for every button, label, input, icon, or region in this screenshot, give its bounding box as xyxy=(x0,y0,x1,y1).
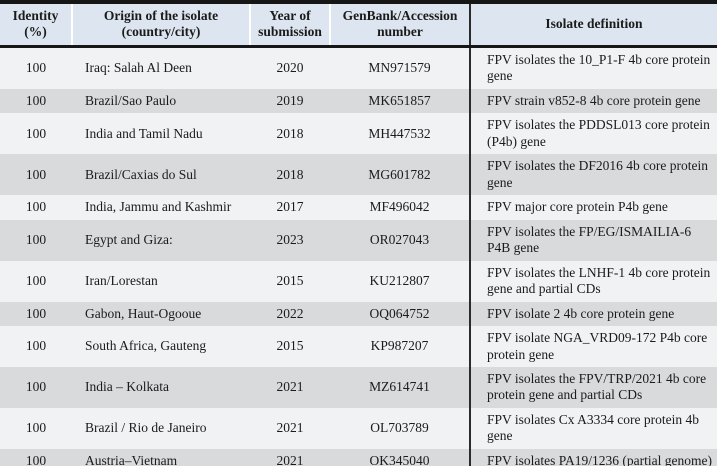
cell-definition: FPV isolates Cx A3334 core protein 4b ge… xyxy=(469,407,717,449)
cell-definition: FPV strain v852-8 4b core protein gene xyxy=(469,88,717,114)
col-header-origin-line1: Origin of the isolate xyxy=(103,8,219,23)
table-row: 100 Gabon, Haut-Ogooue 2022 OQ064752 FPV… xyxy=(0,301,717,327)
col-header-year-line1: Year of xyxy=(269,8,311,23)
table-row: 100 India and Tamil Nadu 2018 MH447532 F… xyxy=(0,113,717,155)
col-header-year-line2: submission xyxy=(258,24,322,40)
cell-accession: OL703789 xyxy=(370,420,429,436)
cell-origin: India, Jammu and Kashmir xyxy=(85,199,232,215)
cell-origin: India and Tamil Nadu xyxy=(85,125,203,141)
cell-identity: 100 xyxy=(25,272,47,288)
cell-year: 2019 xyxy=(276,92,304,108)
cell-accession: OR027043 xyxy=(369,231,430,247)
col-header-year: Year of submission xyxy=(249,2,330,48)
col-header-origin-line2: (country/city) xyxy=(121,24,201,40)
col-header-origin: Origin of the isolate (country/city) xyxy=(71,2,250,48)
table-row: 100 Brazil / Rio de Janeiro 2021 OL70378… xyxy=(0,407,717,449)
cell-accession: KP987207 xyxy=(370,338,429,354)
cell-identity: 100 xyxy=(25,125,47,141)
cell-year: 2021 xyxy=(276,420,304,436)
cell-origin: Iraq: Salah Al Deen xyxy=(85,60,192,76)
col-header-identity-line2: (%) xyxy=(24,24,47,40)
cell-accession: MN971579 xyxy=(368,60,431,76)
cell-identity: 100 xyxy=(25,231,47,247)
col-header-identity-line1: Identity xyxy=(12,8,59,23)
col-header-definition: Isolate definition xyxy=(469,2,717,48)
table-row: 100 Egypt and Giza: 2023 OR027043 FPV is… xyxy=(0,219,717,261)
cell-accession: MF496042 xyxy=(369,199,430,215)
col-header-accession-line1: GenBank/Accession xyxy=(342,8,458,23)
cell-year: 2018 xyxy=(276,166,304,182)
cell-origin: Austria–Vietnam xyxy=(85,452,178,466)
cell-origin: Gabon, Haut-Ogooue xyxy=(85,305,202,321)
table-row: 100 Brazil/Sao Paulo 2019 MK651857 FPV s… xyxy=(0,88,717,114)
cell-identity: 100 xyxy=(25,166,47,182)
cell-definition: FPV major core protein P4b gene xyxy=(469,195,717,220)
cell-accession: MH447532 xyxy=(368,125,431,141)
cell-origin: South Africa, Gauteng xyxy=(85,338,207,354)
cell-definition: FPV isolates the FPV/TRP/2021 4b core pr… xyxy=(469,366,717,408)
cell-accession: KU212807 xyxy=(369,272,430,288)
cell-year: 2021 xyxy=(276,452,304,466)
cell-definition: FPV isolate 2 4b core protein gene xyxy=(469,301,717,327)
table-header-row: Identity (%) Origin of the isolate (coun… xyxy=(0,2,717,48)
col-header-definition-line1: Isolate definition xyxy=(545,16,643,32)
cell-origin: Iran/Lorestan xyxy=(85,272,158,288)
cell-accession: MK651857 xyxy=(368,92,431,108)
cell-definition: FPV isolates the 10_P1-F 4b core protein… xyxy=(469,46,717,89)
cell-identity: 100 xyxy=(25,452,47,466)
cell-identity: 100 xyxy=(25,92,47,108)
table-row: 100 Iraq: Salah Al Deen 2020 MN971579 FP… xyxy=(0,46,717,89)
cell-year: 2023 xyxy=(276,231,304,247)
table-row: 100 Iran/Lorestan 2015 KU212807 FPV isol… xyxy=(0,260,717,302)
cell-accession: OK345040 xyxy=(369,452,430,466)
cell-origin: India – Kolkata xyxy=(85,379,169,395)
cell-origin: Brazil/Caxias do Sul xyxy=(85,166,197,182)
cell-accession: MZ614741 xyxy=(369,379,430,395)
table-row: 100 South Africa, Gauteng 2015 KP987207 … xyxy=(0,326,717,367)
cell-definition: FPV isolates the DF2016 4b core protein … xyxy=(469,154,717,196)
table-row: 100 Brazil/Caxias do Sul 2018 MG601782 F… xyxy=(0,154,717,196)
cell-year: 2022 xyxy=(276,305,304,321)
cell-origin: Brazil/Sao Paulo xyxy=(85,92,177,108)
cell-accession: MG601782 xyxy=(368,166,431,182)
cell-definition: FPV isolates PA19/1236 (partial genome) xyxy=(469,448,717,466)
cell-year: 2020 xyxy=(276,60,304,76)
table-row: 100 Austria–Vietnam 2021 OK345040 FPV is… xyxy=(0,448,717,466)
cell-definition: FPV isolates the FP/EG/ISMAILIA-6 P4B ge… xyxy=(469,219,717,261)
cell-year: 2015 xyxy=(276,272,304,288)
cell-identity: 100 xyxy=(25,420,47,436)
cell-definition: FPV isolates the LNHF-1 4b core protein … xyxy=(469,260,717,302)
table-row: 100 India, Jammu and Kashmir 2017 MF4960… xyxy=(0,195,717,220)
col-header-accession-line2: number xyxy=(377,24,423,40)
cell-origin: Egypt and Giza: xyxy=(85,231,173,247)
cell-definition: FPV isolates the PDDSL013 core protein (… xyxy=(469,113,717,155)
cell-identity: 100 xyxy=(25,379,47,395)
cell-year: 2018 xyxy=(276,125,304,141)
cell-identity: 100 xyxy=(25,305,47,321)
cell-definition: FPV isolate NGA_VRD09-172 P4b core prote… xyxy=(469,326,717,367)
cell-year: 2015 xyxy=(276,338,304,354)
cell-year: 2021 xyxy=(276,379,304,395)
cell-identity: 100 xyxy=(25,60,47,76)
cell-year: 2017 xyxy=(276,199,304,215)
cell-identity: 100 xyxy=(25,199,47,215)
cell-origin: Brazil / Rio de Janeiro xyxy=(85,420,207,436)
col-header-accession: GenBank/Accession number xyxy=(329,2,470,48)
cell-identity: 100 xyxy=(25,338,47,354)
table-row: 100 India – Kolkata 2021 MZ614741 FPV is… xyxy=(0,366,717,408)
cell-accession: OQ064752 xyxy=(369,305,430,321)
col-header-identity: Identity (%) xyxy=(0,2,72,48)
